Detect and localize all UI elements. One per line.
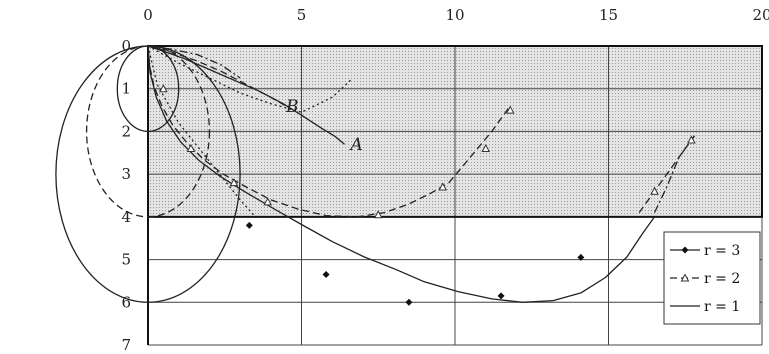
y-tick-label-5: 5 xyxy=(121,251,131,269)
series-r-2-far-marker-0 xyxy=(650,186,659,195)
series-r-3-outer-path xyxy=(653,135,696,213)
series-cycloid-inner-dotted xyxy=(147,45,256,218)
series-layer xyxy=(55,45,696,303)
series-r-3-marker-1 xyxy=(322,271,330,279)
y-tick-label-3: 3 xyxy=(121,165,131,183)
x-tick-label-15: 15 xyxy=(599,6,618,24)
y-tick-label-2: 2 xyxy=(121,122,131,140)
annotation-layer: AB xyxy=(285,97,363,155)
annotation-a: A xyxy=(348,135,362,155)
series-r-2-marker-5 xyxy=(438,182,448,191)
series-r-2-rise xyxy=(448,105,511,184)
tick-label-layer: 0 5 10 15 20 0 1 2 3 4 5 6 7 xyxy=(121,6,769,354)
series-top-wisps xyxy=(147,45,241,79)
y-tick-label-0: 0 xyxy=(121,37,131,55)
legend-entry-r-3-marker xyxy=(681,246,689,254)
x-tick-label-20: 20 xyxy=(752,6,769,24)
series-r-3-marker-3 xyxy=(497,292,505,300)
y-tick-label-7: 7 xyxy=(121,336,131,354)
series-r-2-far xyxy=(638,135,696,213)
series-r-2-marker-1 xyxy=(186,143,196,153)
legend-entry-r-2-marker xyxy=(680,273,690,282)
series-r-3-marker-2 xyxy=(405,298,413,306)
series-r-2-marker-0 xyxy=(159,84,168,93)
legend-entry-r-3-label: r = 3 xyxy=(704,243,740,259)
legend-box xyxy=(663,231,761,325)
series-r-3-marker-0 xyxy=(245,221,253,229)
x-tick-label-0: 0 xyxy=(143,6,153,24)
series-r-2-marker-6 xyxy=(481,143,491,153)
series-r-2-marker-7 xyxy=(505,105,515,114)
series-r-1-b-path xyxy=(147,45,290,109)
series-r-2-marker-2 xyxy=(229,178,239,187)
grid-layer xyxy=(147,45,763,346)
y-tick-label-6: 6 xyxy=(121,293,131,311)
legend-entry-r-2-label: r = 2 xyxy=(704,271,740,287)
series-r-3 xyxy=(147,45,656,303)
series-r-2-marker-3 xyxy=(263,197,273,206)
series-r-2-far-marker-1 xyxy=(687,135,696,144)
marker-layer xyxy=(159,84,696,306)
legend: r = 3 r = 2 r = 1 xyxy=(663,231,761,325)
annotation-b: B xyxy=(285,97,299,117)
legend-entry-r-1-label: r = 1 xyxy=(704,299,740,315)
x-tick-label-5: 5 xyxy=(297,6,307,24)
series-r-2-marker-4 xyxy=(373,210,383,219)
series-r-1-dotted xyxy=(147,45,352,113)
series-r-3-marker-4 xyxy=(577,253,585,261)
series-r-1 xyxy=(147,45,345,145)
x-tick-label-10: 10 xyxy=(445,6,464,24)
series-r-2 xyxy=(147,45,450,218)
y-tick-label-4: 4 xyxy=(121,208,131,226)
y-tick-label-1: 1 xyxy=(121,80,131,98)
